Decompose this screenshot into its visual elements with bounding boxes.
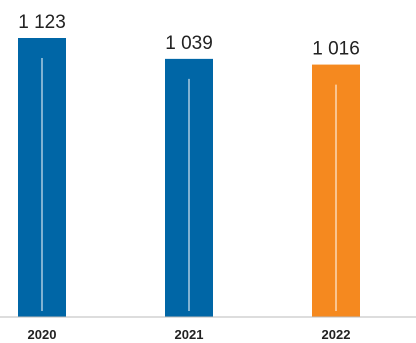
category-label-2021: 2021 [175,327,204,342]
category-label-2020: 2020 [28,327,57,342]
category-label-2022: 2022 [322,327,351,342]
value-label-2020: 1 123 [18,12,66,33]
value-labels-group: 1 123 1 039 1 016 [18,12,360,60]
bars-group [18,38,360,318]
value-label-2021: 1 039 [165,33,213,54]
category-labels-group: 2020 2021 2022 [28,327,351,342]
value-label-2022: 1 016 [312,39,360,60]
